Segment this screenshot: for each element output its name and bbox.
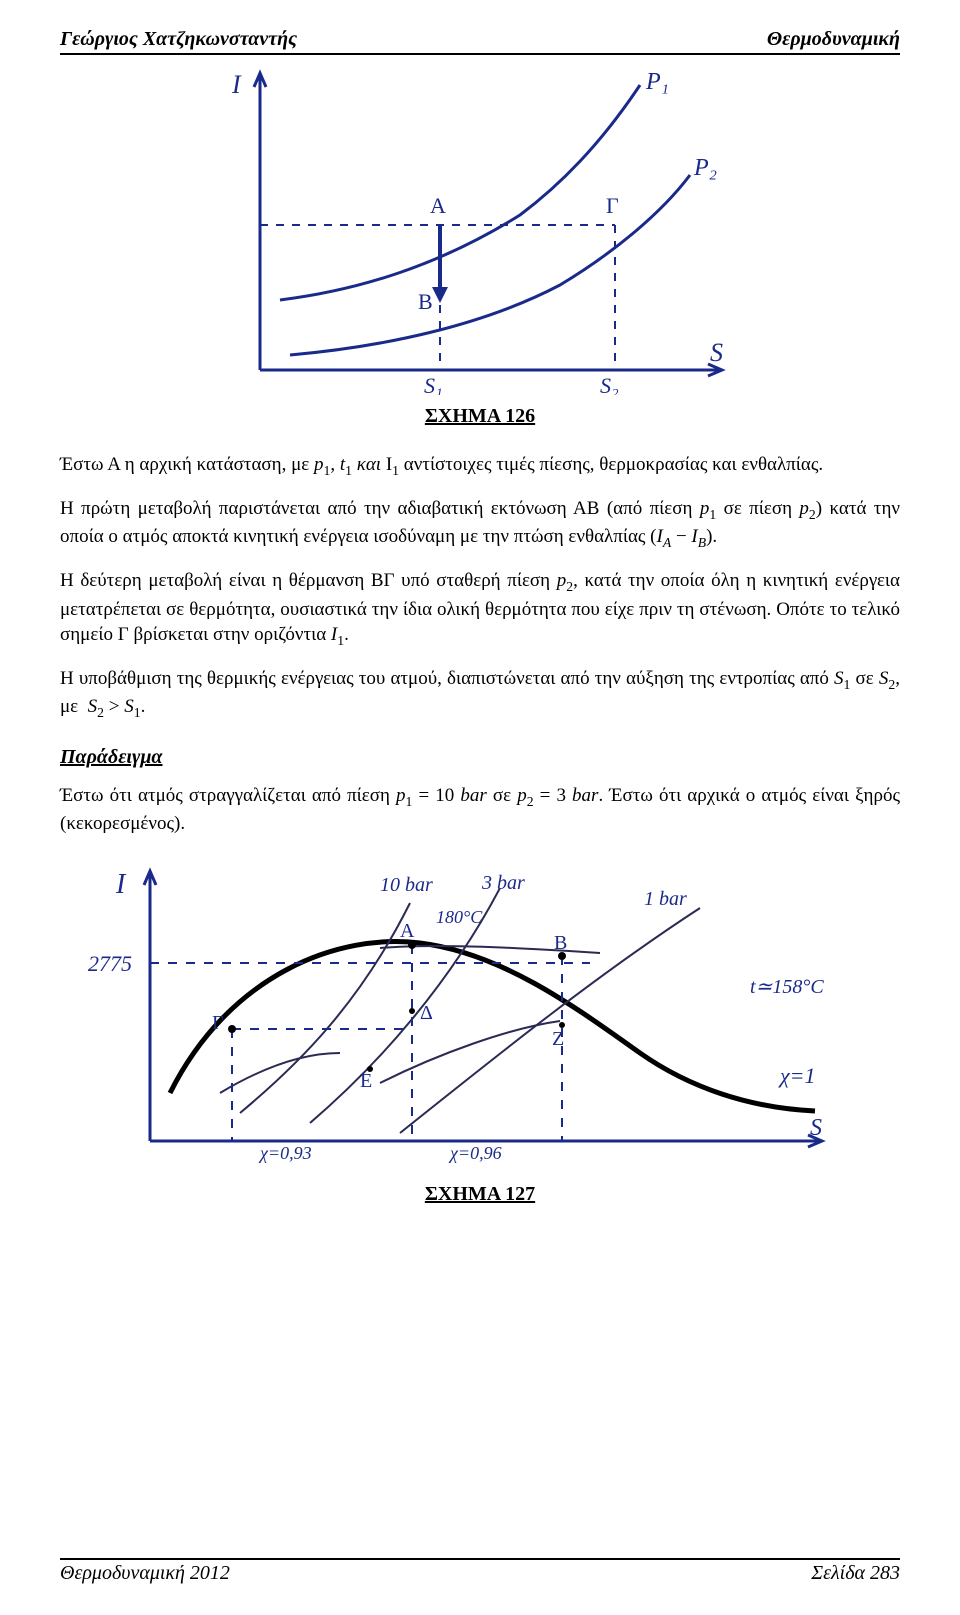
svg-text:P₁: P₁ [645,69,669,95]
figure-126-caption: ΣΧΗΜΑ 126 [60,405,900,428]
svg-text:3 bar: 3 bar [481,872,525,894]
svg-text:10 bar: 10 bar [380,874,433,896]
svg-text:t≃158°C: t≃158°C [750,976,824,998]
svg-text:S: S [810,1115,822,1141]
page-footer: Θερμοδυναμική 2012 Σελίδα 283 [60,1558,900,1585]
svg-text:E: E [360,1070,372,1092]
svg-text:B: B [418,289,433,314]
example-heading: Παράδειγμα [60,746,900,769]
svg-text:Z: Z [552,1028,564,1050]
header-subject: Θερμοδυναμική [767,28,900,51]
svg-text:Γ: Γ [212,1012,224,1034]
figure-127-caption: ΣΧΗΜΑ 127 [60,1183,900,1206]
footer-rule [60,1558,900,1560]
svg-text:Γ: Γ [606,193,619,218]
paragraph-4: Η υποβάθμιση της θερμικής ενέργειας του … [60,666,900,722]
svg-text:A: A [430,193,446,218]
paragraph-5: Έστω ότι ατμός στραγγαλίζεται από πίεση … [60,783,900,837]
header-rule [60,53,900,55]
svg-text:I: I [115,869,127,900]
svg-text:S₂: S₂ [600,373,619,395]
svg-text:2775: 2775 [88,951,132,976]
svg-text:1 bar: 1 bar [644,888,687,910]
paragraph-3: Η δεύτερη μεταβολή είναι η θέρμανση ΒΓ υ… [60,568,900,650]
svg-text:χ=1: χ=1 [778,1063,816,1088]
svg-text:P₂: P₂ [693,155,717,181]
svg-text:180°C: 180°C [436,907,483,927]
paragraph-2: Η πρώτη μεταβολή παριστάνεται από την αδ… [60,496,900,552]
svg-text:I: I [231,70,242,99]
svg-text:χ=0,96: χ=0,96 [448,1143,502,1163]
header-author: Γεώργιος Χατζηκωνσταντής [60,28,297,51]
figure-126: I S P₁ P₂ A B Γ S₁ S₂ [60,65,900,428]
page-header: Γεώργιος Χατζηκωνσταντής Θερμοδυναμική [60,28,900,53]
svg-text:S₁: S₁ [424,373,443,395]
svg-text:B: B [554,932,567,954]
footer-right: Σελίδα 283 [811,1562,900,1585]
svg-text:A: A [400,920,415,942]
svg-text:S: S [710,338,723,367]
figure-126-svg: I S P₁ P₂ A B Γ S₁ S₂ [220,65,740,395]
footer-left: Θερμοδυναμική 2012 [60,1562,230,1585]
figure-127-svg: I S [80,853,880,1173]
paragraph-1: Έστω Α η αρχική κατάσταση, με p1, t1 και… [60,452,900,480]
svg-text:Δ: Δ [420,1002,433,1024]
figure-127: I S [60,853,900,1206]
svg-text:χ=0,93: χ=0,93 [258,1143,312,1163]
